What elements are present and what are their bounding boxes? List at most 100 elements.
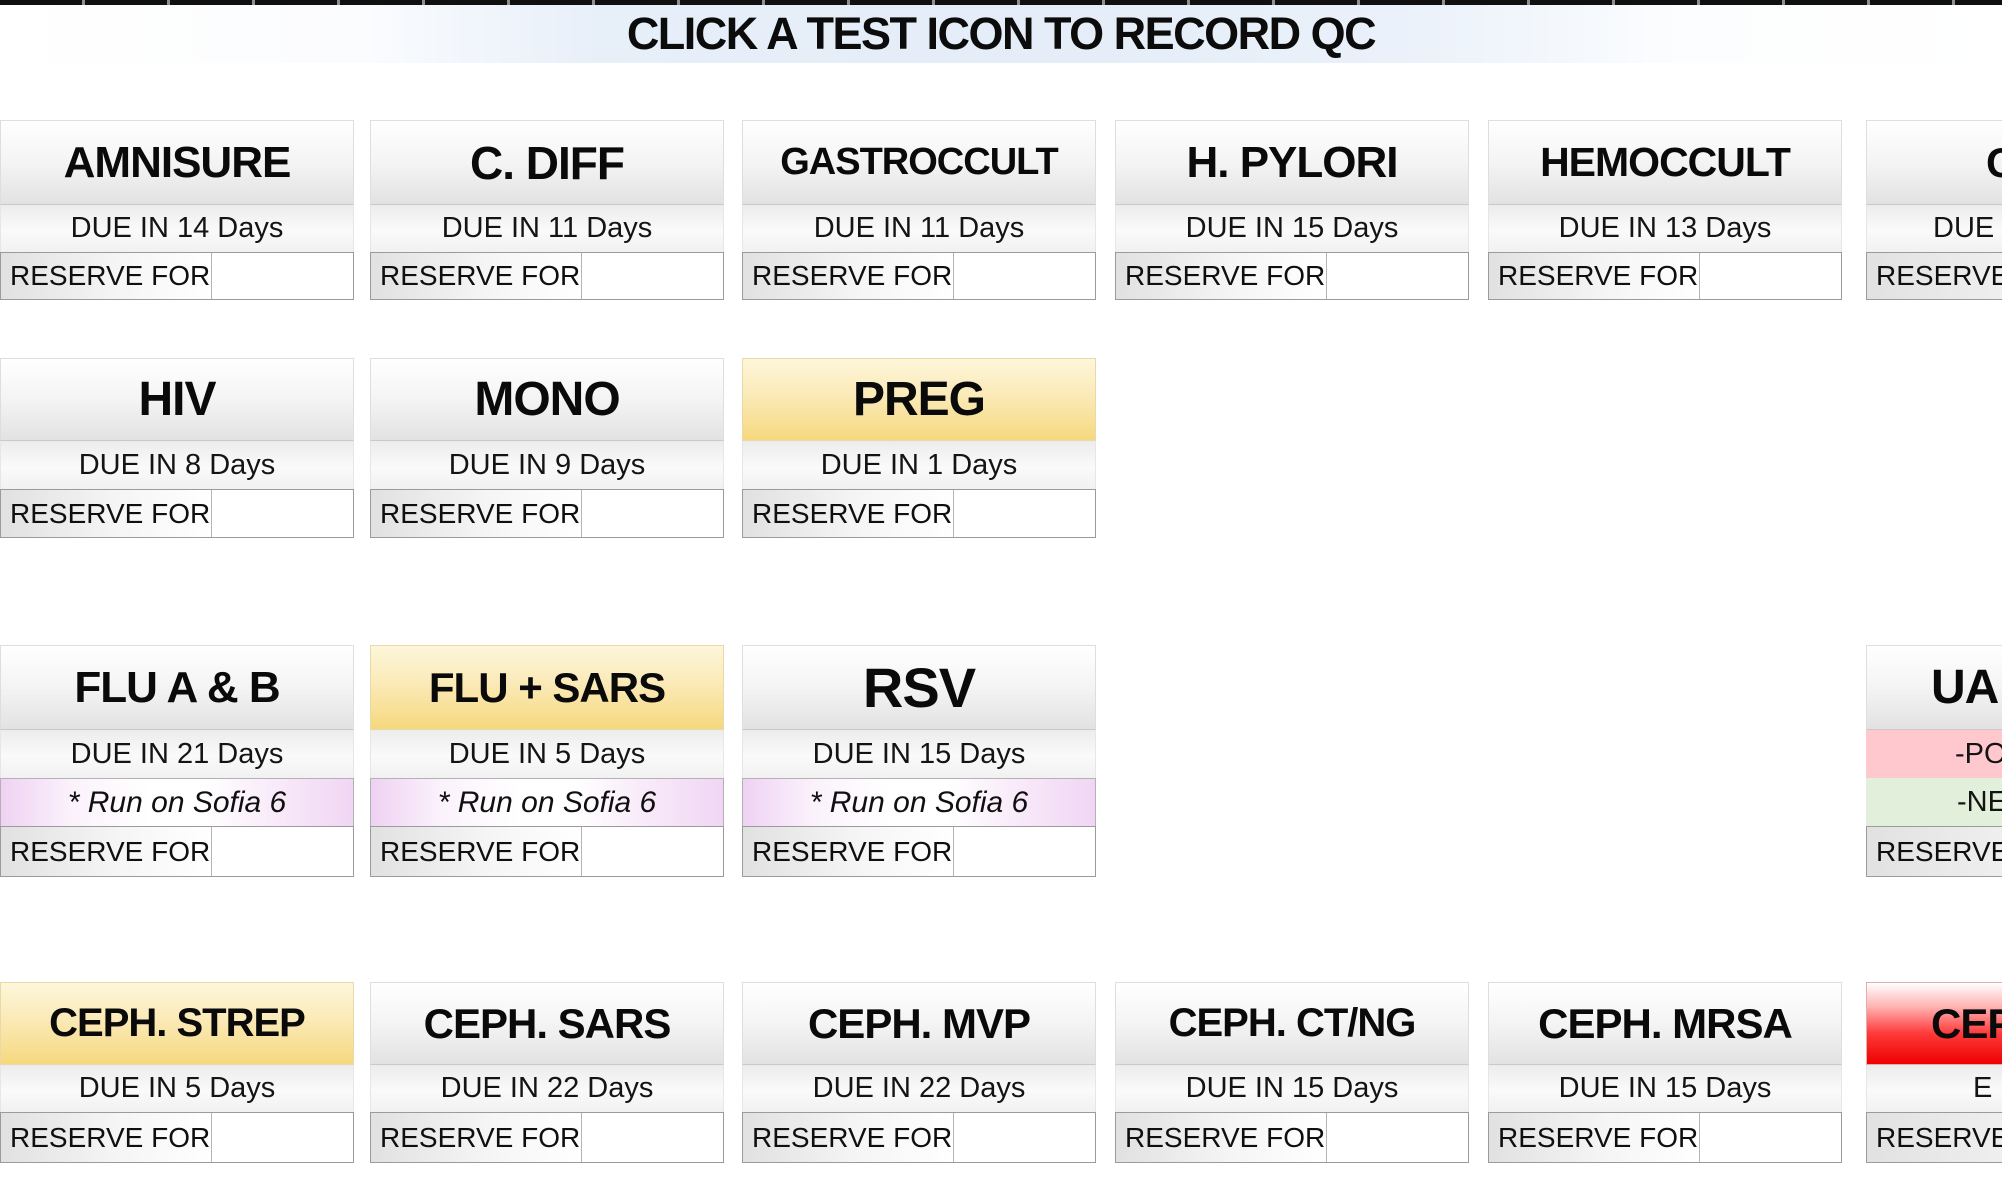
due-status: DUE IN 5 Days <box>370 730 724 778</box>
test-card-cephmvp[interactable]: CEPH. MVP DUE IN 22 Days RESERVE FOR <box>742 982 1096 1163</box>
reserve-input[interactable] <box>1327 1113 1468 1162</box>
reserve-input[interactable] <box>582 490 723 537</box>
reserve-row: RESERVE FOR <box>742 826 1096 877</box>
reserve-label: RESERVE <box>1867 253 2002 299</box>
test-title: CEPH. MRSA <box>1488 982 1842 1065</box>
due-status: DUE IN 15 Days <box>1115 1065 1469 1112</box>
reserve-label: RESERVE FOR <box>1 253 213 299</box>
reserve-label: RESERVE FOR <box>1489 253 1701 299</box>
test-card-cephstrep[interactable]: CEPH. STREP DUE IN 5 Days RESERVE FOR <box>0 982 354 1163</box>
test-card-flusars[interactable]: FLU + SARS DUE IN 5 Days * Run on Sofia … <box>370 645 724 877</box>
reserve-row: RESERVE FOR <box>1488 1112 1842 1163</box>
test-card-gastroccult[interactable]: GASTROCCULT DUE IN 11 Days RESERVE FOR <box>742 120 1096 300</box>
due-status: DUE IN 15 Days <box>742 730 1096 778</box>
sofia-note: * Run on Sofia 6 <box>0 778 354 826</box>
reserve-label: RESERVE FOR <box>1 827 213 876</box>
reserve-row: RESERVE FOR <box>742 252 1096 300</box>
reserve-input[interactable] <box>954 1113 1095 1162</box>
reserve-row: RESERVE <box>1866 1112 2002 1163</box>
reserve-label: RESERVE FOR <box>1116 253 1328 299</box>
reserve-input[interactable] <box>212 827 353 876</box>
test-title: AMNISURE <box>0 120 354 205</box>
reserve-label: RESERVE <box>1867 1113 2002 1162</box>
reserve-label: RESERVE FOR <box>1 1113 213 1162</box>
test-card-hpylori[interactable]: H. PYLORI DUE IN 15 Days RESERVE FOR <box>1115 120 1469 300</box>
top-black-strip <box>0 0 2002 5</box>
due-status: DUE IN 22 Days <box>742 1065 1096 1112</box>
due-status: DUE IN 21 Days <box>0 730 354 778</box>
test-title: CEPH. STREP <box>0 982 354 1065</box>
test-title: CEPH. MVP <box>742 982 1096 1065</box>
banner: CLICK A TEST ICON TO RECORD QC <box>0 5 2002 63</box>
test-title: HIV <box>0 358 354 441</box>
reserve-input[interactable] <box>1700 253 1841 299</box>
due-status: DUE IN 15 Days <box>1488 1065 1842 1112</box>
due-status: DUE IN 1 Days <box>742 441 1096 489</box>
reserve-input[interactable] <box>212 253 353 299</box>
reserve-label: RESERVE FOR <box>743 827 955 876</box>
test-title: FLU + SARS <box>370 645 724 730</box>
due-status: E <box>1866 1065 2002 1112</box>
test-title: C <box>1866 120 2002 205</box>
reserve-row: RESERVE FOR <box>370 489 724 538</box>
test-card-partial-row4[interactable]: CEP E RESERVE <box>1866 982 2002 1163</box>
reserve-row: RESERVE FOR <box>1115 252 1469 300</box>
test-card-hemoccult[interactable]: HEMOCCULT DUE IN 13 Days RESERVE FOR <box>1488 120 1842 300</box>
test-title: GASTROCCULT <box>742 120 1096 205</box>
reserve-input[interactable] <box>1700 1113 1841 1162</box>
test-card-cephctng[interactable]: CEPH. CT/NG DUE IN 15 Days RESERVE FOR <box>1115 982 1469 1163</box>
test-title: PREG <box>742 358 1096 441</box>
due-status: DUE IN 13 Days <box>1488 205 1842 252</box>
reserve-label: RESERVE <box>1867 827 2002 876</box>
reserve-label: RESERVE FOR <box>371 1113 583 1162</box>
test-card-cephsars[interactable]: CEPH. SARS DUE IN 22 Days RESERVE FOR <box>370 982 724 1163</box>
test-card-mono[interactable]: MONO DUE IN 9 Days RESERVE FOR <box>370 358 724 538</box>
reserve-label: RESERVE FOR <box>1489 1113 1701 1162</box>
due-status: DUE <box>1866 205 2002 252</box>
test-card-cdiff[interactable]: C. DIFF DUE IN 11 Days RESERVE FOR <box>370 120 724 300</box>
test-card-fluab[interactable]: FLU A & B DUE IN 21 Days * Run on Sofia … <box>0 645 354 877</box>
reserve-row: RESERVE FOR <box>1115 1112 1469 1163</box>
reserve-row: RESERVE <box>1866 252 2002 300</box>
test-card-hiv[interactable]: HIV DUE IN 8 Days RESERVE FOR <box>0 358 354 538</box>
reserve-input[interactable] <box>212 1113 353 1162</box>
reserve-input[interactable] <box>1327 253 1468 299</box>
ua-positive-band: -PO <box>1866 730 2002 778</box>
ua-negative-band: -NE <box>1866 778 2002 826</box>
test-card-amnisure[interactable]: AMNISURE DUE IN 14 Days RESERVE FOR <box>0 120 354 300</box>
test-card-cephmrsa[interactable]: CEPH. MRSA DUE IN 15 Days RESERVE FOR <box>1488 982 1842 1163</box>
test-card-rsv[interactable]: RSV DUE IN 15 Days * Run on Sofia 6 RESE… <box>742 645 1096 877</box>
due-status: DUE IN 22 Days <box>370 1065 724 1112</box>
reserve-row: RESERVE FOR <box>0 826 354 877</box>
test-title: CEP <box>1866 982 2002 1065</box>
due-status: DUE IN 5 Days <box>0 1065 354 1112</box>
test-title: UA <box>1866 645 2002 730</box>
due-status: DUE IN 11 Days <box>370 205 724 252</box>
test-card-ua[interactable]: UA -PO -NE RESERVE <box>1866 645 2002 877</box>
test-title: RSV <box>742 645 1096 730</box>
reserve-row: RESERVE FOR <box>742 489 1096 538</box>
sofia-note: * Run on Sofia 6 <box>742 778 1096 826</box>
reserve-row: RESERVE FOR <box>0 489 354 538</box>
reserve-row: RESERVE <box>1866 826 2002 877</box>
reserve-input[interactable] <box>954 490 1095 537</box>
test-title: MONO <box>370 358 724 441</box>
reserve-label: RESERVE FOR <box>371 490 583 537</box>
reserve-input[interactable] <box>582 253 723 299</box>
test-card-preg[interactable]: PREG DUE IN 1 Days RESERVE FOR <box>742 358 1096 538</box>
reserve-input[interactable] <box>954 253 1095 299</box>
reserve-input[interactable] <box>212 490 353 537</box>
reserve-row: RESERVE FOR <box>370 826 724 877</box>
reserve-label: RESERVE FOR <box>371 253 583 299</box>
reserve-row: RESERVE FOR <box>742 1112 1096 1163</box>
reserve-input[interactable] <box>582 827 723 876</box>
reserve-label: RESERVE FOR <box>1116 1113 1328 1162</box>
reserve-input[interactable] <box>582 1113 723 1162</box>
test-title: HEMOCCULT <box>1488 120 1842 205</box>
reserve-input[interactable] <box>954 827 1095 876</box>
reserve-label: RESERVE FOR <box>743 253 955 299</box>
reserve-label: RESERVE FOR <box>371 827 583 876</box>
test-card-partial-row1[interactable]: C DUE RESERVE <box>1866 120 2002 300</box>
reserve-label: RESERVE FOR <box>1 490 213 537</box>
